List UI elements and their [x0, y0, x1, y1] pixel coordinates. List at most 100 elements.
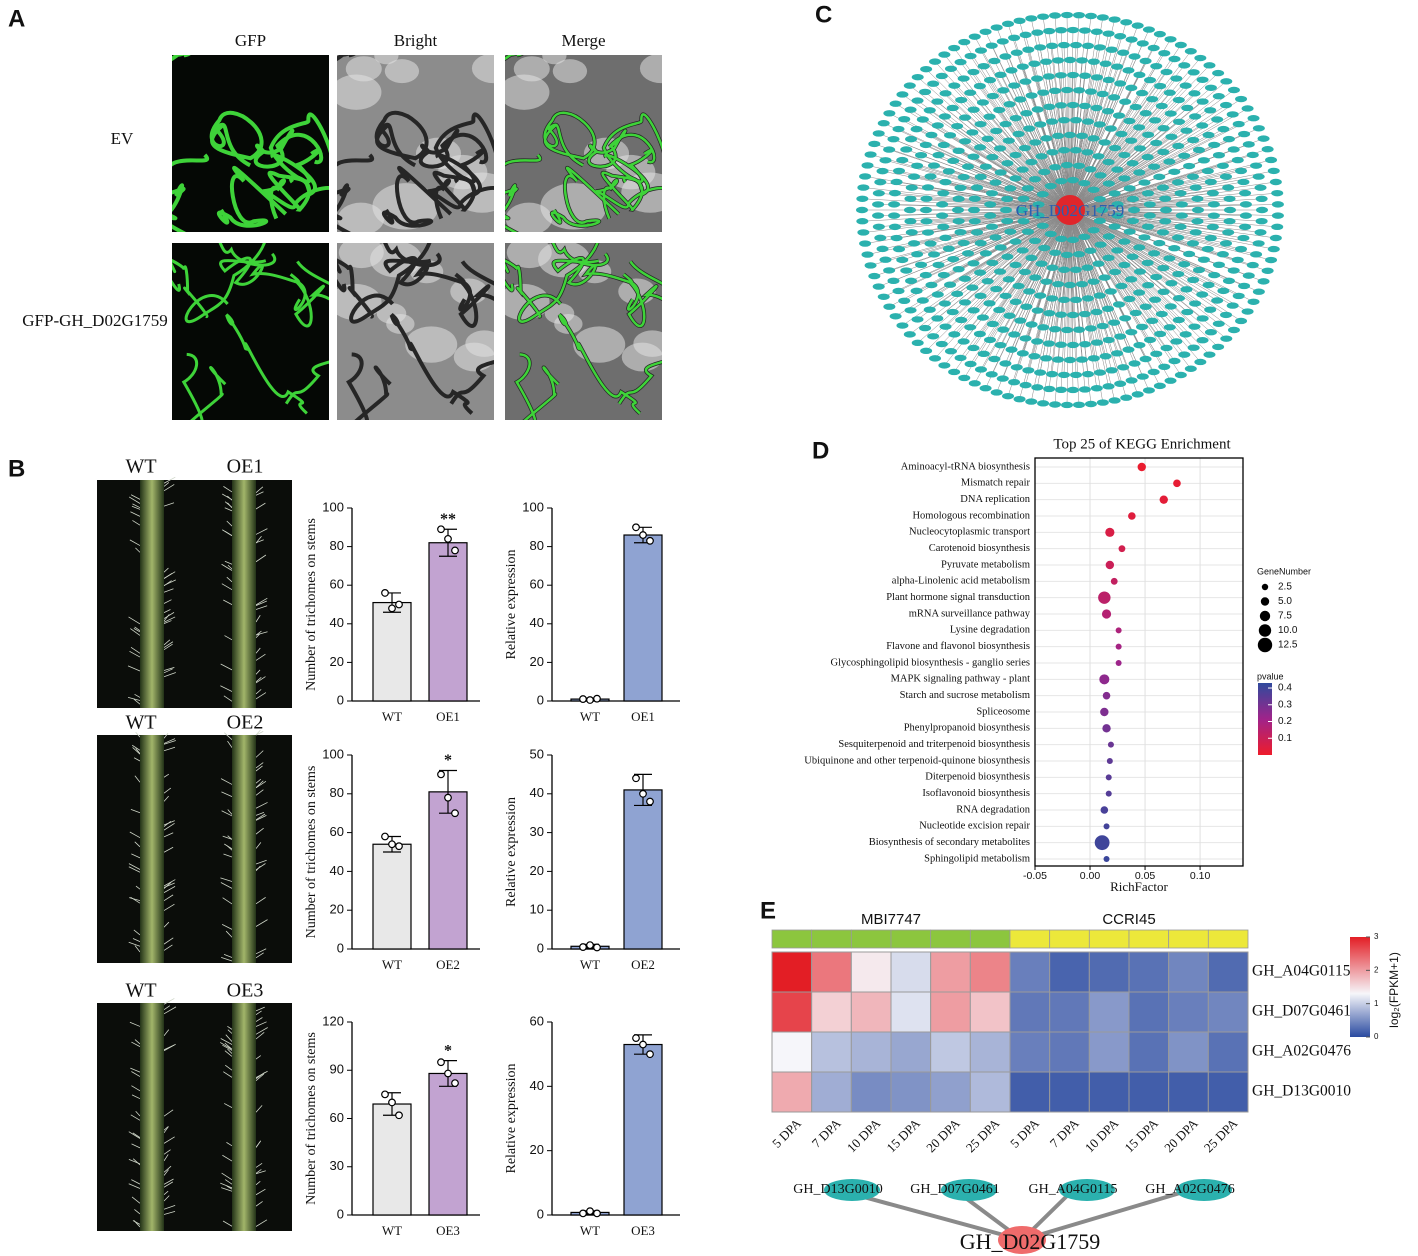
network-node [1250, 251, 1263, 258]
network-node [1001, 160, 1014, 167]
network-node [908, 240, 921, 247]
group-label: CCRI45 [1102, 911, 1155, 928]
network-node [1261, 146, 1274, 153]
network-edge [902, 209, 1071, 326]
network-node [1174, 223, 1187, 230]
network-node [1018, 268, 1031, 276]
heatmap-cell [930, 951, 971, 993]
cell-wall [381, 166, 453, 228]
network-node [1196, 315, 1209, 322]
x-tick-label: WT [382, 709, 402, 724]
trichome [163, 1178, 174, 1185]
x-tick-label: OE1 [631, 709, 655, 724]
network-node [1176, 1179, 1232, 1201]
photo-label: WT [125, 980, 156, 1002]
network-node [872, 201, 885, 208]
trichome [133, 757, 141, 762]
data-point [381, 589, 389, 597]
trichome [163, 588, 174, 593]
network-node [1189, 300, 1202, 307]
network-node [1081, 264, 1094, 271]
trichome [255, 762, 264, 769]
trichome [131, 744, 141, 751]
y-tick-label: 100 [322, 746, 344, 761]
trichome [224, 530, 233, 536]
network-node [1252, 240, 1265, 247]
network-node [1013, 395, 1026, 403]
gfp-signal [515, 353, 560, 420]
network-node [1206, 189, 1219, 197]
column-label: 7 DPA [809, 1115, 844, 1150]
network-node [990, 127, 1003, 135]
network-node [1060, 161, 1073, 169]
heatmap-cell [969, 1031, 1011, 1073]
network-node [1060, 326, 1073, 334]
data-point [586, 696, 594, 704]
trichome [255, 539, 264, 544]
network-node [1055, 102, 1068, 109]
heatmap-cell [1049, 1071, 1090, 1113]
network-node [1164, 36, 1177, 43]
network-node [1220, 311, 1233, 319]
network-node [1212, 93, 1225, 100]
network-node [1108, 223, 1121, 230]
network-edge [1069, 65, 1210, 211]
trichome [130, 1114, 141, 1121]
network-node [1122, 67, 1135, 74]
network-node [1160, 206, 1172, 214]
group-bar [969, 929, 1011, 949]
trichome [224, 501, 233, 508]
network-node [1118, 238, 1131, 245]
category-label: DNA replication [960, 494, 1030, 505]
gfp-signal [558, 313, 641, 415]
trichome [163, 1165, 172, 1173]
network-node [1239, 212, 1252, 219]
network-edge [917, 76, 1071, 211]
y-axis-label: Number of trichomes on stems [304, 766, 319, 939]
trichome [163, 1169, 169, 1176]
network-node [936, 212, 949, 219]
network-node [1133, 145, 1146, 152]
network-node [1242, 272, 1255, 279]
trichome [225, 930, 233, 938]
trichome [163, 832, 174, 838]
trichome [255, 1027, 268, 1035]
network-node [1009, 238, 1022, 245]
network-node [1016, 350, 1029, 357]
gfp-signal [505, 154, 542, 166]
network-node [939, 90, 952, 97]
trichome [222, 1154, 233, 1162]
network-node [1090, 385, 1103, 392]
gfp-signal [253, 128, 324, 169]
network-node [1255, 217, 1268, 225]
network-node [966, 129, 979, 136]
network-node [1181, 104, 1194, 112]
network-node [964, 52, 977, 60]
network-node [877, 120, 890, 127]
gfp-signal [517, 243, 599, 323]
significance: * [444, 1042, 452, 1059]
network-node [1016, 206, 1028, 214]
legend-size [1260, 597, 1270, 606]
column-label: 15 DPA [1121, 1115, 1161, 1155]
network-node [1093, 195, 1106, 203]
network-node [1057, 296, 1070, 304]
trichome [220, 882, 233, 889]
y-tick-label: 20 [330, 654, 344, 669]
network-node [1216, 162, 1229, 169]
network-node [1187, 344, 1200, 351]
cell [471, 55, 494, 84]
network-node [859, 240, 872, 247]
y-tick-label: 50 [530, 746, 544, 761]
network-node [997, 326, 1010, 333]
data-point [444, 1069, 452, 1078]
stem-photo [97, 1003, 292, 1231]
bar [428, 542, 468, 702]
network-node [952, 195, 965, 203]
trichome [133, 698, 141, 705]
network-node [1096, 14, 1109, 21]
network-node [1102, 158, 1115, 166]
heatmap-cell [771, 1071, 813, 1113]
trichome [130, 628, 141, 636]
network-node [919, 88, 932, 96]
